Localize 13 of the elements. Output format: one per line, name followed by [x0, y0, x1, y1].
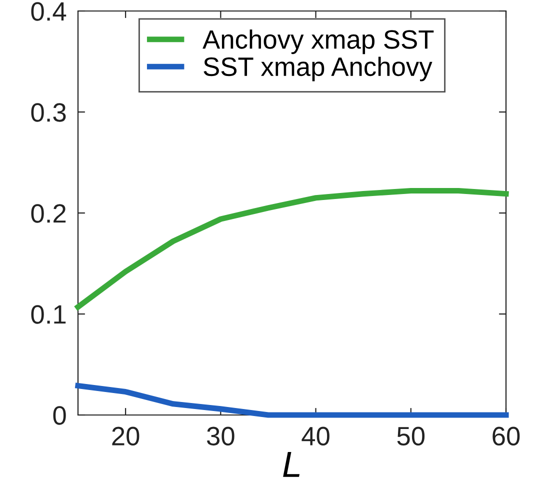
y-tick-label: 0.1 [31, 305, 66, 324]
x-axis-title: L [283, 452, 300, 477]
x-tick-label: 30 [207, 426, 234, 446]
legend-label: Anchovy xmap SST [202, 29, 434, 54]
legend-label: SST xmap Anchovy [204, 56, 432, 82]
y-tick-label: 0.3 [31, 103, 66, 122]
x-tick-label: 50 [397, 426, 425, 446]
x-tick-label: 40 [302, 426, 330, 446]
y-tick-label: 0.2 [31, 204, 66, 223]
y-tick-label: 0.4 [31, 2, 66, 21]
x-tick-label: 20 [112, 426, 140, 446]
x-tick-label: 60 [492, 426, 520, 446]
y-tick-label: 0 [53, 406, 66, 425]
